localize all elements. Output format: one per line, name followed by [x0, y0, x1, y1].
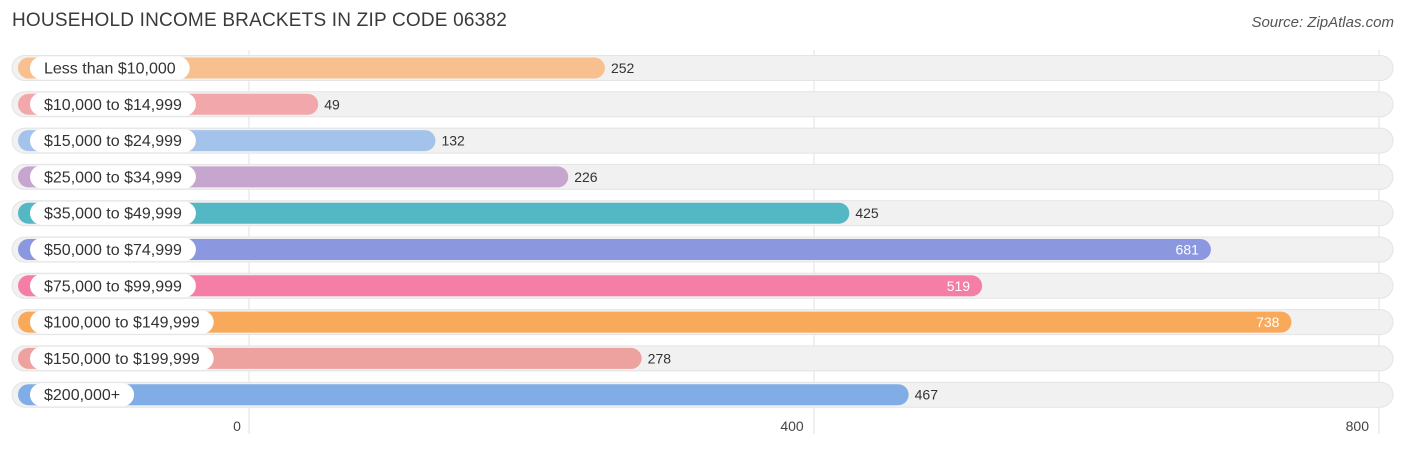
category-pill [30, 201, 196, 225]
category-label: $35,000 to $49,999 [44, 206, 182, 223]
bar [18, 384, 909, 406]
category-pill [30, 274, 196, 298]
category-label: Less than $10,000 [44, 61, 176, 78]
source-note: Source: ZipAtlas.com [1251, 14, 1394, 31]
value-label: 49 [324, 96, 340, 112]
value-label: 519 [947, 278, 971, 294]
bar-row: $50,000 to $74,999 681 [11, 236, 1394, 263]
bar-row: Less than $10,000 252 [11, 55, 1394, 81]
category-label: $50,000 to $74,999 [44, 242, 182, 259]
value-label: 738 [1256, 314, 1280, 330]
chart-title: HOUSEHOLD INCOME BRACKETS IN ZIP CODE 06… [12, 10, 507, 31]
value-label: 252 [611, 60, 635, 76]
value-label: 425 [855, 205, 879, 221]
value-label: 132 [441, 133, 465, 149]
category-pill [30, 129, 196, 153]
value-label: 467 [915, 387, 939, 403]
bar-row: $25,000 to $34,999 226 [11, 163, 1394, 190]
bar-row: $200,000+ 467 [11, 381, 1394, 408]
value-label: 681 [1176, 242, 1200, 258]
bar-row: $150,000 to $199,999 278 [11, 345, 1394, 372]
category-label: $15,000 to $24,999 [44, 133, 182, 150]
bar-track [11, 91, 1394, 118]
bar-row: $75,000 to $99,999 519 [11, 272, 1394, 299]
category-label: $100,000 to $149,999 [44, 315, 200, 332]
category-label: $150,000 to $199,999 [44, 351, 200, 368]
value-label: 226 [574, 169, 598, 185]
bar-row: $35,000 to $49,999 425 [11, 200, 1394, 227]
x-tick-label: 400 [780, 418, 804, 434]
x-axis: 0 400 800 [233, 418, 1369, 434]
bar [18, 311, 1292, 333]
x-tick-label: 800 [1346, 418, 1370, 434]
category-pill [30, 165, 196, 189]
category-label: $25,000 to $34,999 [44, 169, 182, 186]
category-pill [30, 56, 190, 80]
bar-row: $100,000 to $149,999 738 [11, 309, 1394, 336]
category-label: $200,000+ [44, 387, 120, 404]
value-label: 278 [648, 350, 672, 366]
x-tick-label: 0 [233, 418, 241, 434]
category-pill [30, 346, 214, 370]
bar [18, 275, 983, 297]
category-pill [30, 92, 196, 116]
category-pill [30, 310, 214, 334]
category-label: $75,000 to $99,999 [44, 278, 182, 295]
bar-row: $15,000 to $24,999 132 [11, 127, 1394, 154]
category-label: $10,000 to $14,999 [44, 97, 182, 114]
category-pill [30, 383, 135, 407]
bar-row: $10,000 to $14,999 49 [11, 91, 1394, 118]
bar [18, 202, 850, 224]
bar [18, 239, 1211, 260]
category-pill [30, 238, 196, 261]
